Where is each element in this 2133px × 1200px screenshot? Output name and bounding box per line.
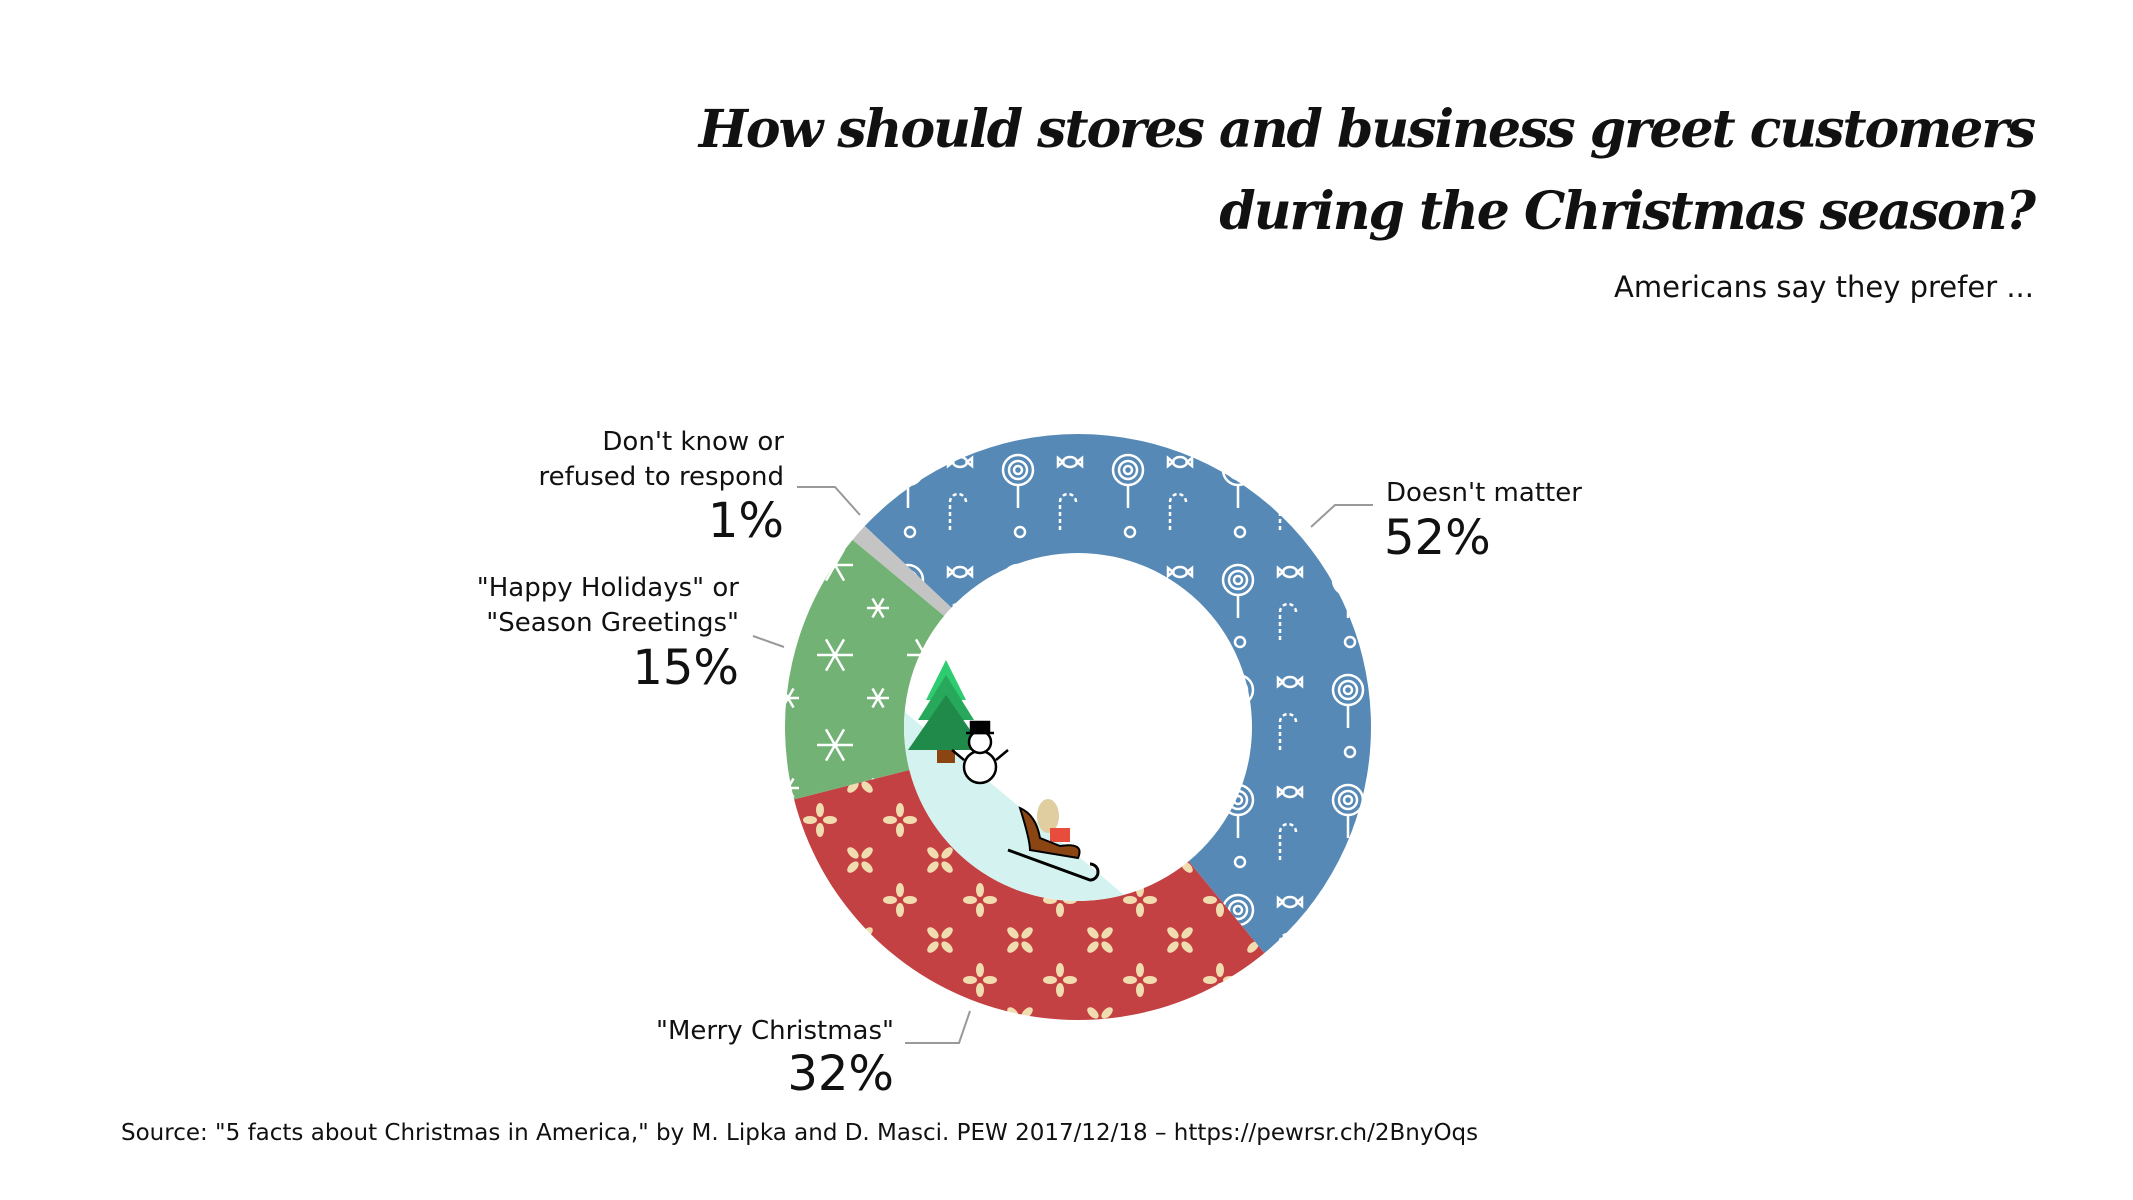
value-label-merry-christmas: 32% [787, 1046, 894, 1102]
donut-slice-happy-holidays [785, 539, 945, 800]
snowman-icon [951, 720, 1009, 785]
label-dont-know-line-1: Don't know or [602, 427, 784, 457]
donut-slice-doesnt-matter [864, 434, 1371, 954]
value-label-dont-know: 1% [707, 493, 784, 549]
leader-line-dont-know [797, 486, 861, 516]
chart-subtitle: Americans say they prefer ... [1614, 270, 2034, 304]
leader-lines [752, 486, 1373, 1044]
label-doesnt-matter: Doesn't matter [1386, 478, 1582, 508]
label-happy-holidays-line-1: "Happy Holidays" or [476, 573, 739, 603]
leader-line-happy-holidays [752, 635, 785, 648]
leader-line-merry-christmas [905, 1010, 971, 1044]
label-happy-holidays-line-2: "Season Greetings" [486, 608, 739, 638]
leader-line-doesnt-matter [1310, 504, 1373, 528]
value-label-happy-holidays: 15% [632, 640, 739, 696]
label-dont-know-line-2: refused to respond [538, 462, 784, 492]
chart-title-line-1: How should stores and business greet cus… [698, 99, 2036, 160]
chart-title-line-2: during the Christmas season? [1219, 181, 2036, 242]
donut-slice-merry-christmas [794, 769, 1265, 1021]
tree-icon [908, 660, 984, 763]
sleigh-icon [1007, 799, 1100, 882]
source-note: Source: "5 facts about Christmas in Amer… [121, 1120, 1479, 1146]
label-merry-christmas: "Merry Christmas" [655, 1016, 894, 1046]
value-label-doesnt-matter: 52% [1384, 510, 1491, 566]
donut-slice-dont-know [852, 526, 952, 616]
